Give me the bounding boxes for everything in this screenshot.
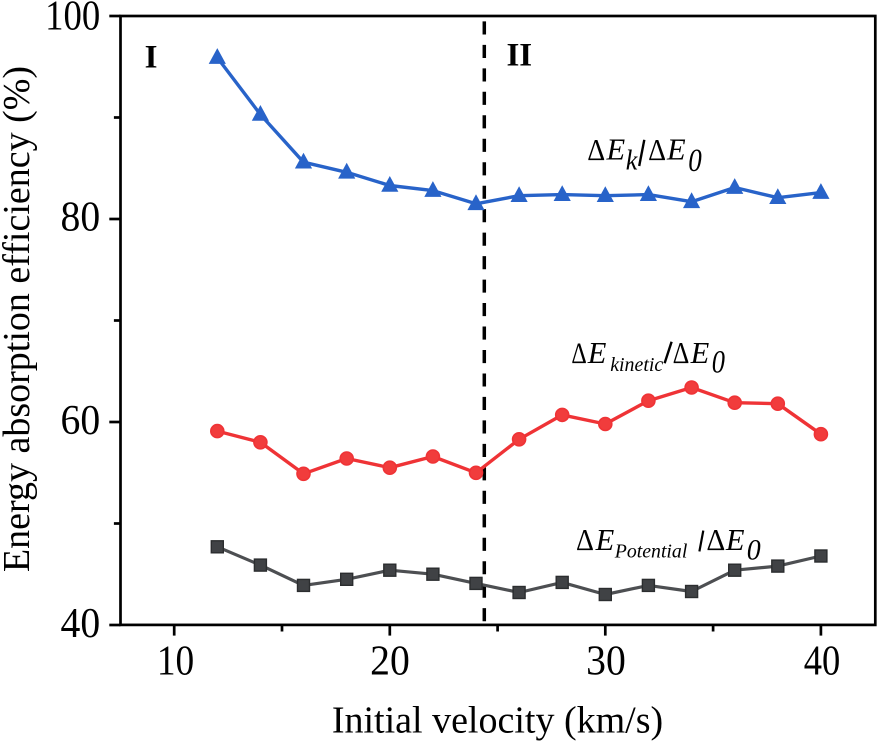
svg-text:30: 30 xyxy=(586,638,626,684)
svg-text:0: 0 xyxy=(712,344,725,380)
svg-text:Δ: Δ xyxy=(673,336,690,371)
svg-text:10: 10 xyxy=(157,638,194,684)
svg-text:E: E xyxy=(725,523,745,557)
svg-text:Δ: Δ xyxy=(571,337,586,370)
svg-text:II: II xyxy=(506,38,532,74)
svg-text:80: 80 xyxy=(61,194,101,240)
svg-text:E: E xyxy=(587,336,607,370)
svg-text:20: 20 xyxy=(370,638,410,684)
svg-text:Δ: Δ xyxy=(576,524,594,558)
svg-text:k: k xyxy=(626,143,638,176)
svg-text:40: 40 xyxy=(804,637,841,684)
svg-text:Initial velocity (km/s): Initial velocity (km/s) xyxy=(332,700,663,742)
svg-text:I: I xyxy=(145,40,158,76)
svg-text:60: 60 xyxy=(61,397,101,443)
svg-text:E: E xyxy=(606,133,626,167)
svg-text:0: 0 xyxy=(747,534,761,567)
svg-text:E: E xyxy=(595,523,615,557)
svg-text:E: E xyxy=(666,133,686,167)
svg-text:Δ: Δ xyxy=(587,134,605,168)
svg-text:Δ: Δ xyxy=(648,134,666,168)
svg-text:kinetic: kinetic xyxy=(610,354,663,376)
svg-text:100: 100 xyxy=(45,0,100,39)
svg-text:0: 0 xyxy=(688,141,702,178)
svg-text:E: E xyxy=(690,336,710,370)
svg-text:Potential: Potential xyxy=(614,541,688,563)
svg-text:40: 40 xyxy=(61,600,101,646)
svg-text:Energy absorption efficiency (: Energy absorption efficiency (%) xyxy=(0,66,38,572)
svg-text:Δ: Δ xyxy=(706,522,725,557)
